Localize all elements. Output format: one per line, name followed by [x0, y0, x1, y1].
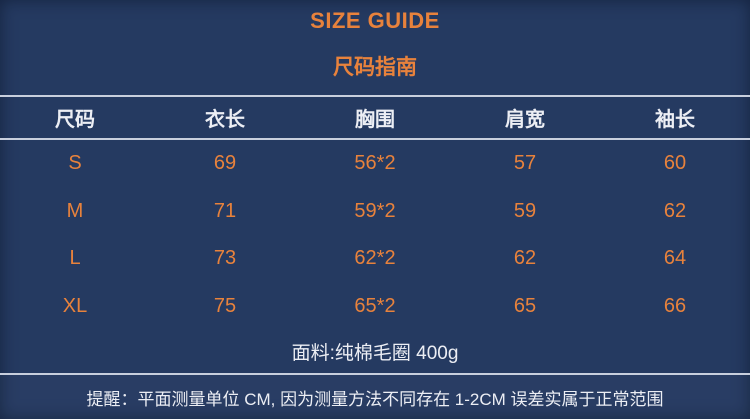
- size-guide-title-en: SIZE GUIDE: [310, 8, 440, 33]
- size-table-body: S 69 56*2 57 60 M 71 59*2 59 62 L 73 62*…: [0, 140, 750, 330]
- cell-length: 75: [213, 294, 237, 317]
- cell-chest: 59*2: [354, 199, 396, 222]
- table-row-l: L 73 62*2 62 64: [0, 235, 750, 283]
- title-section: SIZE GUIDE 尺码指南: [0, 0, 750, 95]
- cell-shoulder: 59: [513, 199, 537, 222]
- header-cell-shoulder: 肩宽: [505, 109, 545, 131]
- header-cell-size: 尺码: [55, 109, 95, 131]
- cell-chest: 56*2: [354, 152, 396, 175]
- cell-sleeve: 60: [663, 152, 687, 175]
- header-cell-length: 衣长: [205, 109, 245, 131]
- size-table-header-row: 尺码 衣长 胸围 肩宽 袖长: [0, 95, 750, 140]
- cell-length: 69: [213, 152, 237, 175]
- cell-length: 71: [213, 199, 237, 222]
- cell-size-label: M: [66, 199, 84, 222]
- measurement-reminder: 提醒：平面测量单位 CM, 因为测量方法不同存在 1-2CM 误差实属于正常范围: [0, 373, 750, 419]
- fabric-note: 面料:纯棉毛圈 400g: [291, 343, 459, 364]
- cell-length: 73: [213, 247, 237, 270]
- cell-chest: 65*2: [354, 294, 396, 317]
- cell-shoulder: 62: [513, 247, 537, 270]
- header-cell-sleeve: 袖长: [655, 109, 695, 131]
- cell-sleeve: 64: [663, 247, 687, 270]
- cell-chest: 62*2: [354, 247, 396, 270]
- table-row-s: S 69 56*2 57 60: [0, 140, 750, 188]
- table-row-m: M 71 59*2 59 62: [0, 188, 750, 236]
- cell-size-label: XL: [62, 294, 88, 317]
- cell-size-label: L: [69, 247, 81, 270]
- cell-sleeve: 66: [663, 294, 687, 317]
- cell-size-label: S: [68, 152, 82, 175]
- header-cell-chest: 胸围: [355, 109, 395, 131]
- table-row-xl: XL 75 65*2 65 66: [0, 283, 750, 331]
- cell-shoulder: 65: [513, 294, 537, 317]
- size-guide-title-zh: 尺码指南: [333, 56, 417, 79]
- cell-shoulder: 57: [513, 152, 537, 175]
- cell-sleeve: 62: [663, 199, 687, 222]
